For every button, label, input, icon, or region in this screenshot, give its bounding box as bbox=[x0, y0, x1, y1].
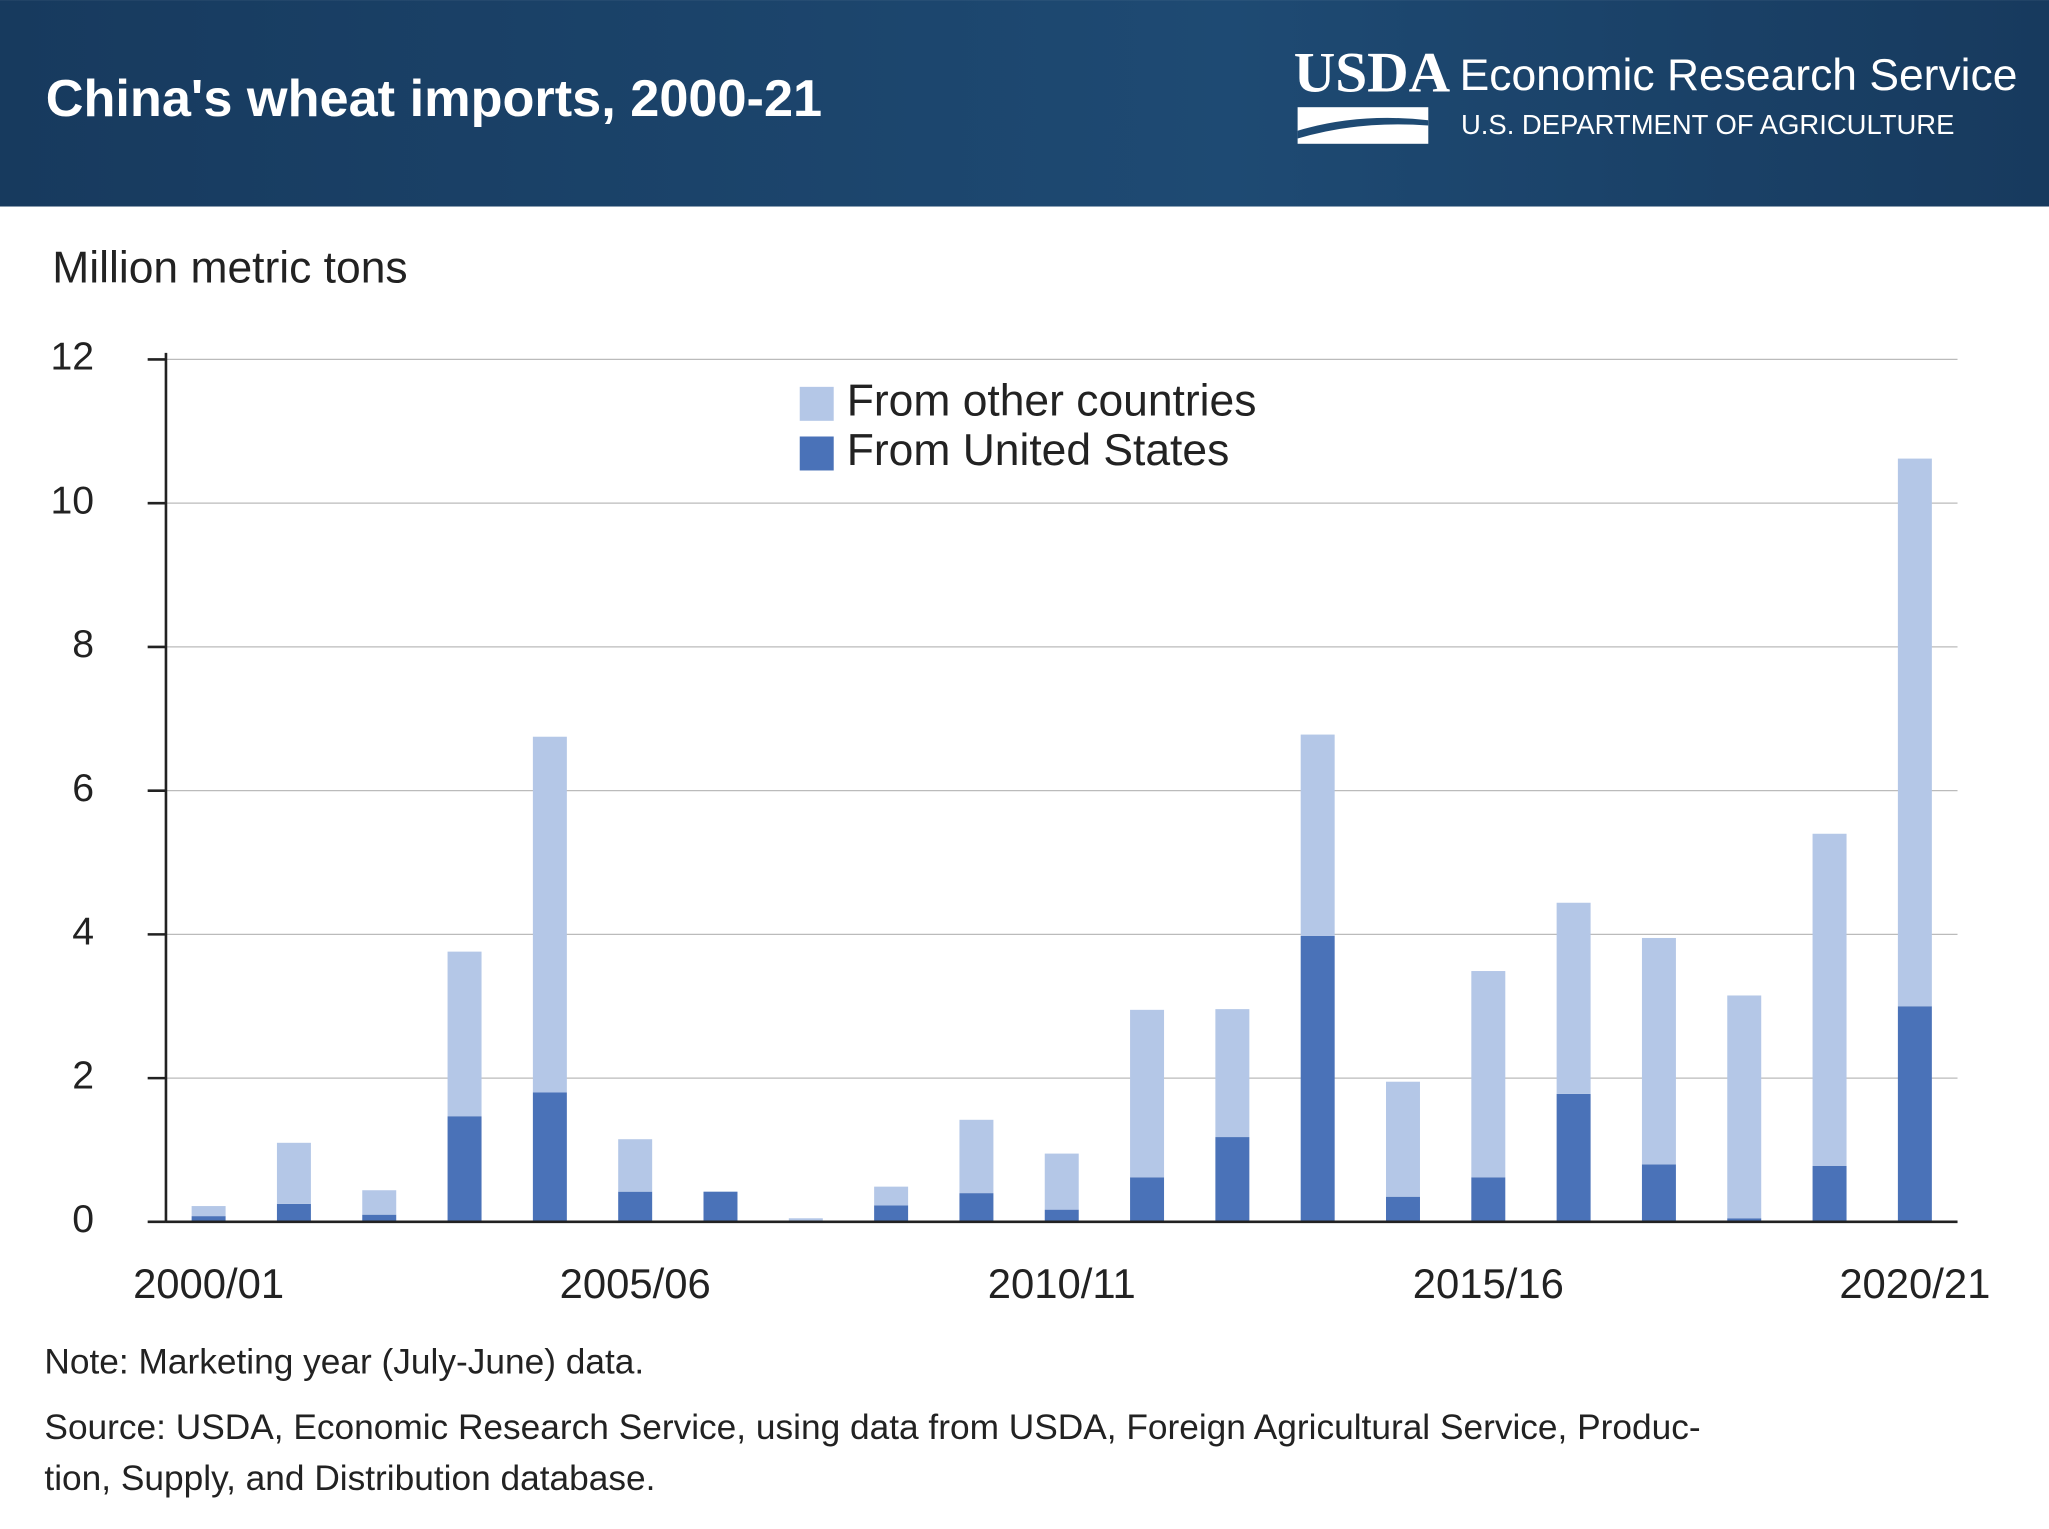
bar-segment bbox=[1215, 1009, 1250, 1138]
source: Source: USDA, Economic Research Service,… bbox=[44, 1408, 1700, 1447]
y-tick-label: 6 bbox=[72, 767, 94, 810]
bar-segment bbox=[1386, 1196, 1420, 1222]
y-axis-label: Million metric tons bbox=[52, 243, 407, 292]
bar-segment bbox=[276, 1203, 311, 1222]
x-tick-label: 2020/21 bbox=[1839, 1260, 1990, 1307]
y-tick-label: 0 bbox=[72, 1198, 94, 1241]
bar-segment bbox=[874, 1186, 909, 1206]
x-tick-label: 2010/11 bbox=[988, 1260, 1136, 1307]
y-tick-label: 2 bbox=[72, 1054, 94, 1097]
bar-segment bbox=[1044, 1153, 1079, 1210]
org-logo: USDA bbox=[1294, 42, 1451, 105]
bar-segment bbox=[1812, 833, 1847, 1166]
bar-segment bbox=[874, 1205, 909, 1222]
bar-segment bbox=[1215, 1137, 1250, 1222]
bar-segment bbox=[1300, 734, 1335, 936]
source: tion, Supply, and Distribution database. bbox=[44, 1459, 655, 1498]
bar-segment bbox=[959, 1119, 994, 1194]
bar-segment bbox=[1641, 937, 1676, 1165]
bar-segment bbox=[276, 1142, 311, 1204]
bar-segment bbox=[191, 1216, 226, 1222]
bar-segment bbox=[447, 1116, 482, 1222]
bar-segment bbox=[1641, 1164, 1676, 1222]
bar-segment bbox=[1300, 935, 1335, 1222]
bar-segment bbox=[362, 1214, 397, 1222]
bar-segment bbox=[532, 1092, 567, 1222]
bar-segment bbox=[1727, 1218, 1762, 1222]
bar-segment bbox=[788, 1218, 823, 1222]
bar-segment bbox=[1044, 1209, 1079, 1222]
x-tick-label: 2005/06 bbox=[560, 1260, 711, 1307]
bar-segment bbox=[1727, 995, 1762, 1219]
bar-segment bbox=[1556, 1093, 1591, 1222]
y-tick-label: 4 bbox=[72, 911, 94, 954]
x-tick-label: 2015/16 bbox=[1413, 1260, 1564, 1307]
y-tick-label: 8 bbox=[72, 623, 94, 666]
bar-segment bbox=[1130, 1009, 1165, 1178]
chart-title: China's wheat imports, 2000-21 bbox=[46, 70, 822, 128]
y-tick-label: 12 bbox=[50, 336, 94, 379]
bar-segment bbox=[362, 1190, 397, 1215]
bar-segment bbox=[1897, 1006, 1932, 1222]
agency: Economic Research Service bbox=[1460, 51, 2018, 100]
legend-label: From United States bbox=[847, 426, 1230, 475]
legend-label: From other countries bbox=[847, 377, 1257, 426]
header-band bbox=[0, 0, 2049, 207]
x-tick-label: 2000/01 bbox=[133, 1260, 284, 1307]
bar-segment bbox=[618, 1139, 653, 1192]
bar-segment bbox=[191, 1206, 226, 1217]
legend-swatch bbox=[799, 386, 834, 421]
department: U.S. DEPARTMENT OF AGRICULTURE bbox=[1461, 109, 1954, 140]
y-tick-label: 10 bbox=[50, 480, 94, 523]
bar-segment bbox=[1471, 1177, 1506, 1222]
logo-wave bbox=[1297, 117, 1429, 139]
bar-segment bbox=[1130, 1177, 1165, 1222]
bar-segment bbox=[1897, 458, 1932, 1007]
bar-segment bbox=[447, 951, 482, 1117]
bar-segment bbox=[1386, 1081, 1420, 1197]
note: Note: Marketing year (July-June) data. bbox=[44, 1343, 644, 1382]
legend-swatch bbox=[799, 436, 834, 471]
bar-segment bbox=[1556, 902, 1591, 1094]
bar-segment bbox=[959, 1193, 994, 1222]
bar-segment bbox=[703, 1191, 738, 1222]
bar-segment bbox=[532, 736, 567, 1093]
bar-segment bbox=[618, 1191, 653, 1222]
bar-segment bbox=[1812, 1165, 1847, 1222]
bar-segment bbox=[1471, 971, 1506, 1178]
